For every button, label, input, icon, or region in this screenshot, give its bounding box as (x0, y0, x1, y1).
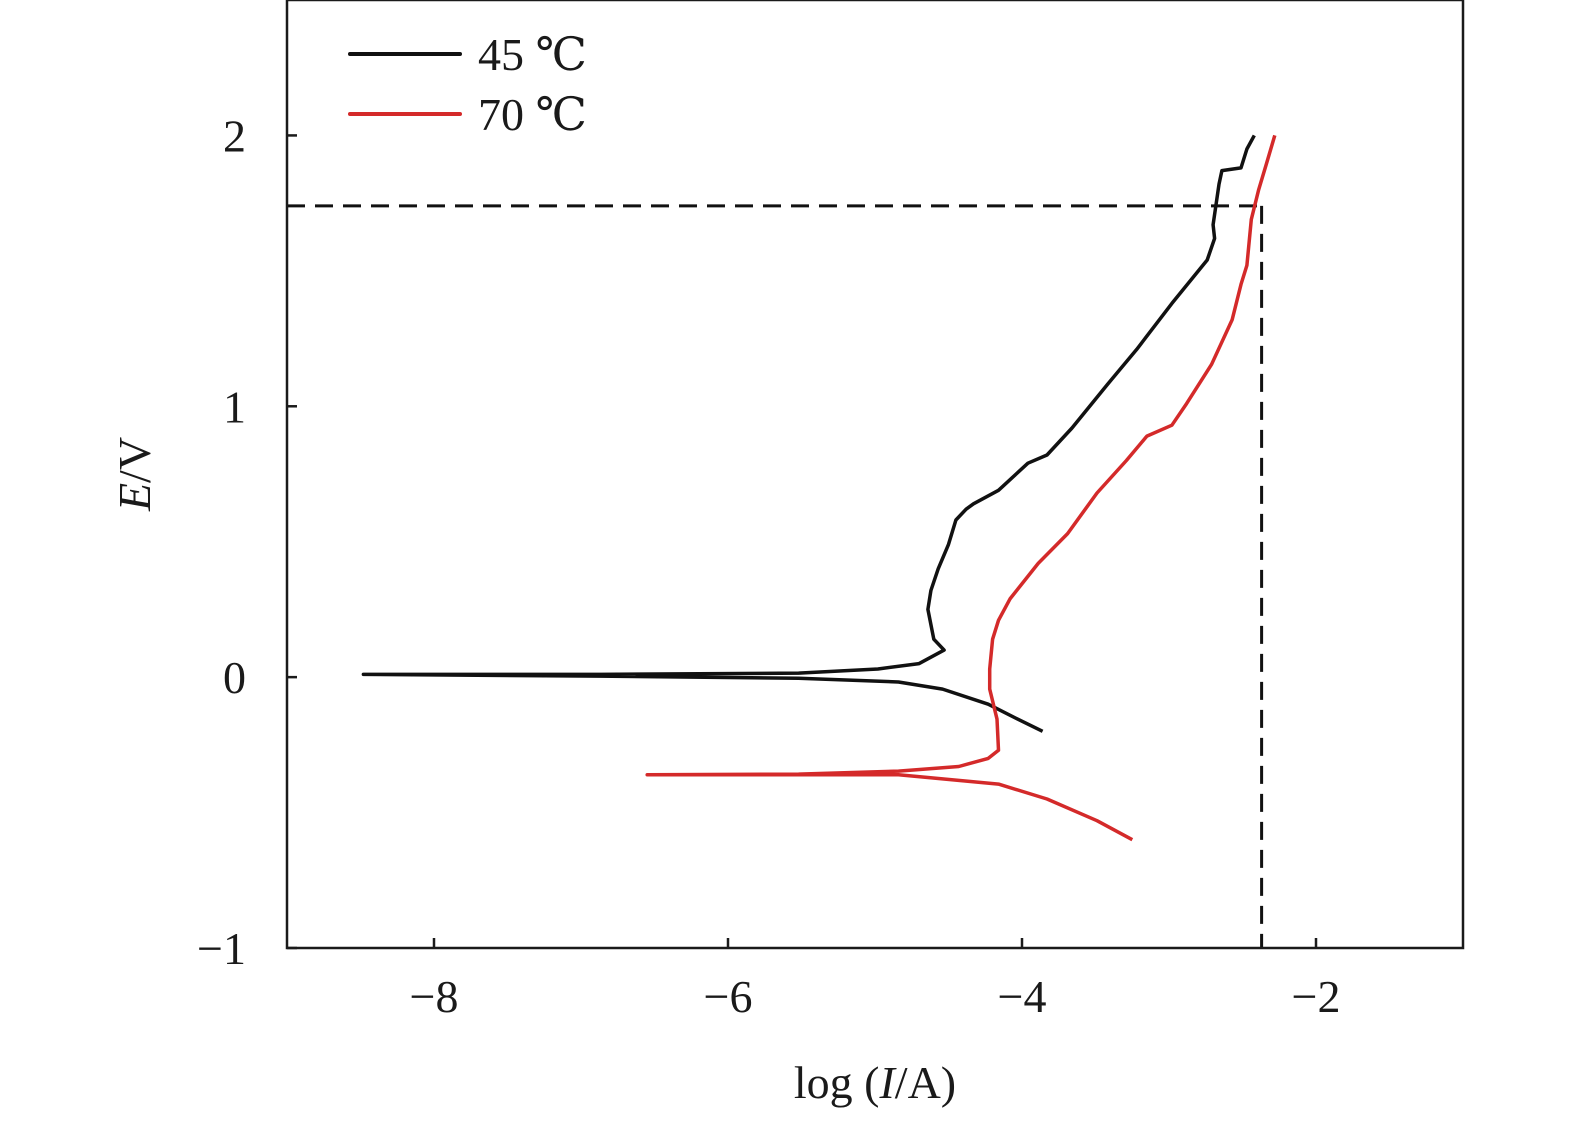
y-tick-label: 1 (223, 381, 246, 432)
legend-label-1: 70 ℃ (478, 89, 587, 140)
x-tick-label: −6 (704, 971, 753, 1022)
x-axis-label: log (I/A) (794, 1057, 956, 1108)
axis-ticks: −8 −6 −4 −2 −1 0 1 2 (197, 110, 1340, 1022)
series-line-0 (361, 134, 1256, 733)
x-tick-label: −8 (410, 971, 459, 1022)
y-tick-label: 2 (223, 110, 246, 161)
y-tick-label: −1 (197, 923, 246, 974)
legend: 45 ℃ 70 ℃ (348, 29, 587, 140)
plot-frame (285, 0, 1465, 950)
y-axis-label: E/V (109, 437, 160, 512)
data-lines (287, 134, 1277, 948)
legend-label-0: 45 ℃ (478, 29, 587, 80)
series-line-1 (645, 134, 1277, 842)
y-tick-label: 0 (223, 652, 246, 703)
x-tick-label: −4 (998, 971, 1047, 1022)
x-tick-label: −2 (1292, 971, 1341, 1022)
